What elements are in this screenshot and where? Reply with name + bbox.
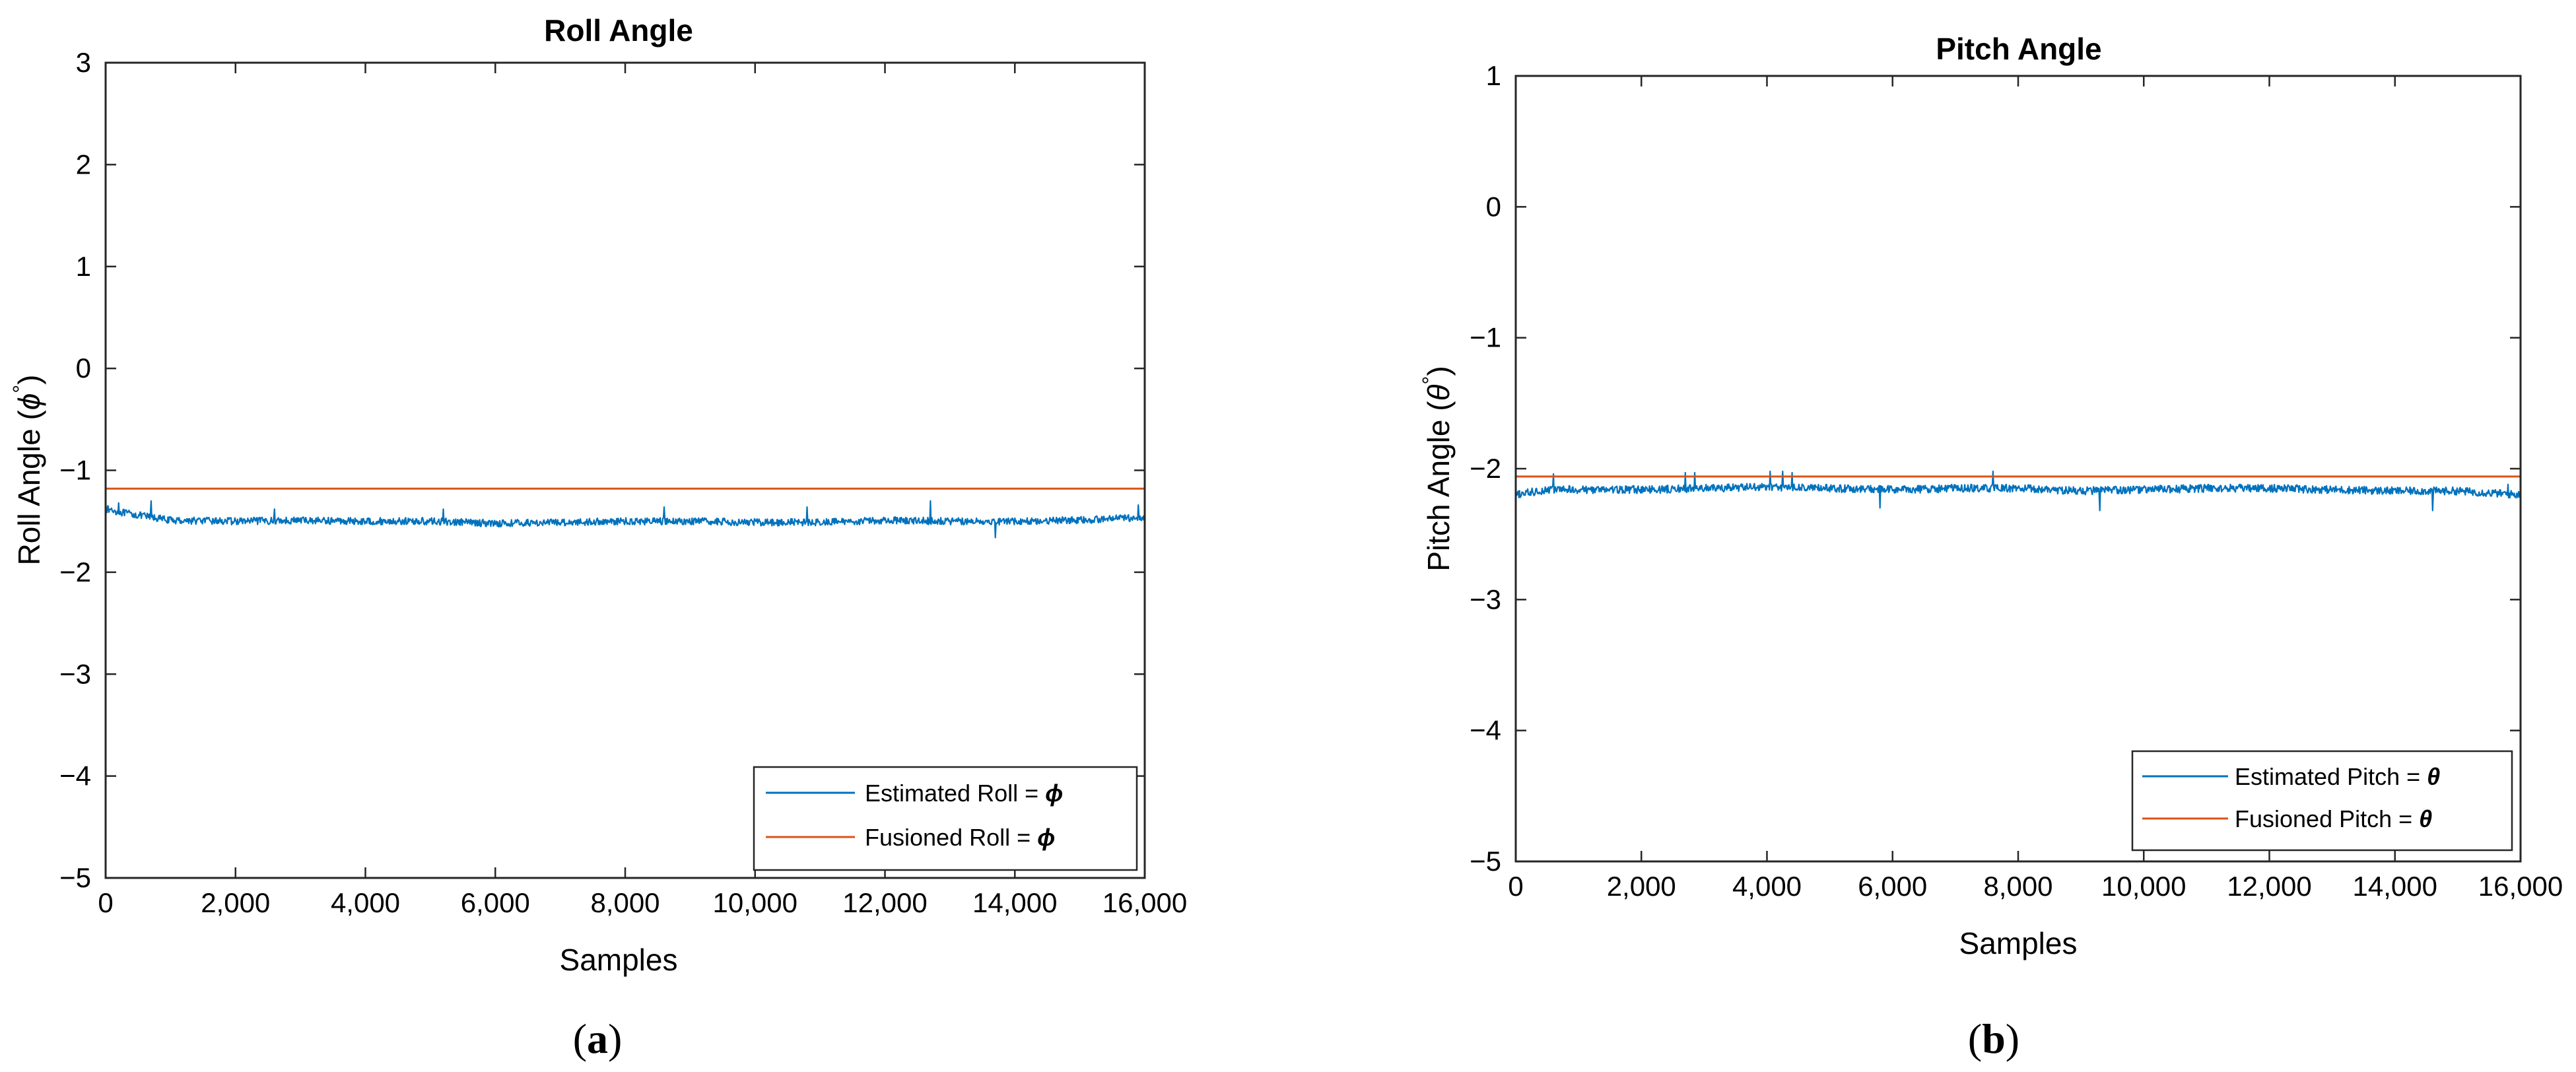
y-axis-label: Roll Angle (ϕ°) [9, 375, 46, 566]
x-tick-label: 2,000 [201, 887, 270, 918]
y-tick-label: −2 [59, 556, 91, 587]
y-tick-label: −5 [59, 862, 91, 893]
chart-title: Roll Angle [544, 13, 693, 48]
caption-b: (b) [1968, 1015, 2019, 1062]
x-tick-label: 16,000 [1102, 887, 1187, 918]
y-tick-label: −4 [59, 760, 91, 791]
y-tick-label: −1 [59, 455, 91, 486]
chart-title: Pitch Angle [1936, 32, 2101, 66]
legend: Estimated Pitch = θ Fusioned Pitch = θ [2131, 750, 2513, 852]
y-tick-label: −1 [1470, 322, 1501, 353]
x-tick-label: 8,000 [1983, 871, 2052, 902]
y-axis-label: Pitch Angle (θ°) [1418, 366, 1456, 571]
legend: Estimated Roll = ϕ Fusioned Roll = ϕ [753, 766, 1138, 871]
y-tick-label: −3 [1470, 584, 1501, 615]
legend-label-fusioned: Fusioned Pitch = θ [2235, 805, 2432, 832]
x-tick-label: 12,000 [842, 887, 927, 918]
x-tick-label: 4,000 [331, 887, 400, 918]
x-tick-label: 6,000 [1858, 871, 1927, 902]
x-tick-label: 2,000 [1607, 871, 1676, 902]
x-tick-label: 0 [1508, 871, 1523, 902]
y-tick-label: −3 [59, 658, 91, 689]
y-tick-label: 3 [76, 47, 91, 78]
x-tick-label: 6,000 [461, 887, 530, 918]
roll-angle-chart: Roll Angle 0 2,000 4,000 6,000 8,000 10,000 12… [9, 13, 1187, 977]
x-tick-label: 14,000 [972, 887, 1057, 918]
legend-label-estimated: Estimated Roll = ϕ [865, 780, 1063, 807]
y-tick-label: 0 [76, 352, 91, 384]
x-axis-label: Samples [560, 943, 678, 977]
caption-a: (a) [573, 1015, 623, 1062]
y-tick-label: −2 [1470, 453, 1501, 484]
plot-area-frame [104, 61, 1146, 879]
x-tick-label: 8,000 [590, 887, 660, 918]
x-tick-label: 16,000 [2478, 871, 2563, 902]
y-tick-label: 2 [76, 149, 91, 180]
y-tick-label: −4 [1470, 715, 1501, 746]
series-line-estimated [1514, 470, 2521, 512]
y-tick-label: 1 [76, 251, 91, 282]
legend-label-fusioned: Fusioned Roll = ϕ [865, 824, 1055, 851]
y-tick-label: 0 [1486, 191, 1501, 222]
legend-box [753, 766, 1138, 871]
legend-box [2131, 750, 2513, 852]
legend-label-estimated: Estimated Pitch = θ [2235, 763, 2440, 790]
x-axis-label: Samples [1959, 926, 2078, 960]
y-tick-label: 1 [1486, 60, 1501, 91]
y-tick-label: −5 [1470, 846, 1501, 877]
plot-area-frame [1514, 75, 2522, 863]
x-tick-label: 10,000 [713, 887, 797, 918]
pitch-angle-chart: Pitch Angle 0 2,000 4,000 6,000 8,000 10,000 1… [1418, 32, 2563, 960]
x-tick-label: 14,000 [2353, 871, 2437, 902]
series-line-estimated [105, 500, 1146, 539]
x-tick-label: 10,000 [2101, 871, 2186, 902]
x-tick-label: 4,000 [1732, 871, 1802, 902]
x-tick-label: 0 [98, 887, 113, 918]
x-tick-label: 12,000 [2227, 871, 2311, 902]
